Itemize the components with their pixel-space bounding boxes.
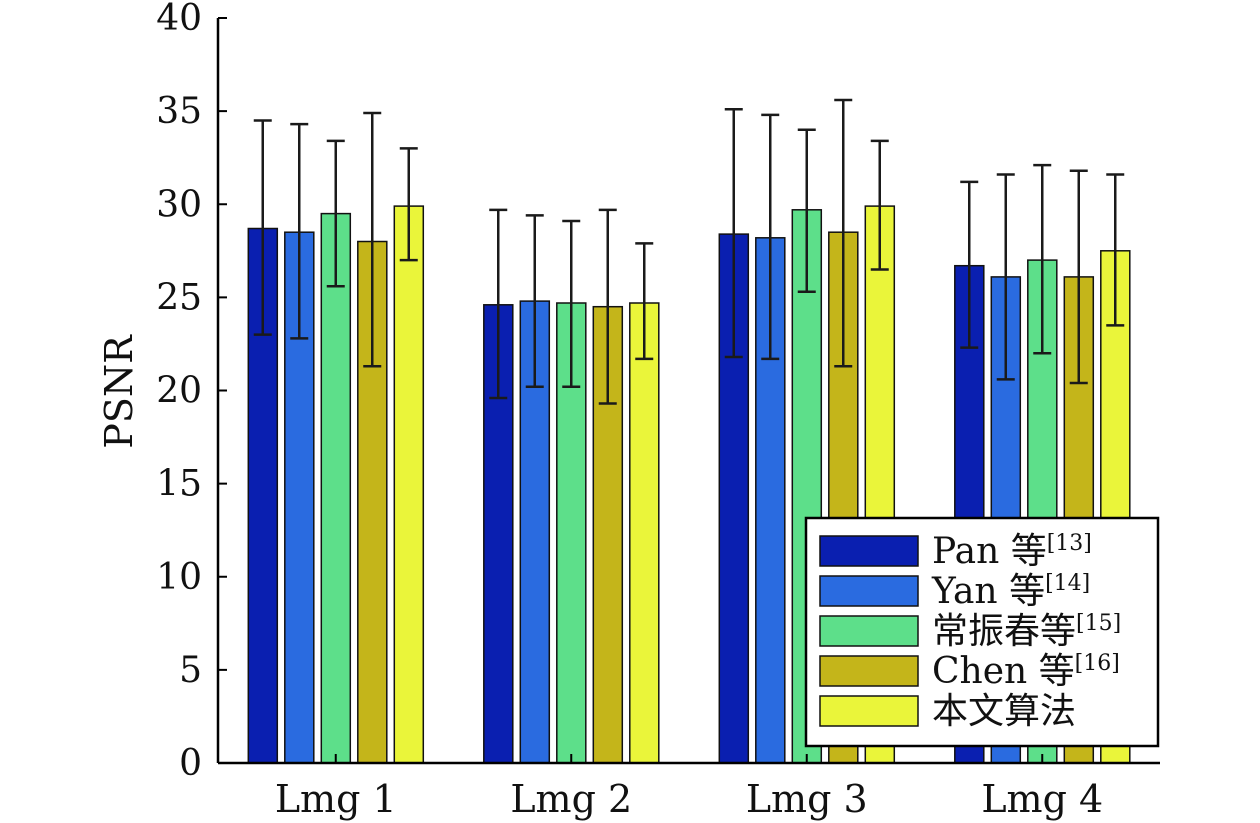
error-bar-s2-c2 <box>525 214 544 389</box>
legend-swatch <box>819 575 919 607</box>
legend-swatch <box>819 535 919 567</box>
x-tick-label: Lmg 4 <box>981 777 1103 821</box>
error-bar-s3-c4 <box>1033 163 1052 355</box>
y-tick-label: 40 <box>156 0 202 39</box>
error-bar-s2-c4 <box>996 173 1015 381</box>
y-tick-label: 0 <box>179 743 202 784</box>
y-tick-label: 20 <box>156 371 202 412</box>
y-axis-label: PSNR <box>97 334 141 449</box>
error-bar-s1-c4 <box>960 180 979 349</box>
legend-item-3: 常振春等[15] <box>819 611 1121 652</box>
legend-swatch <box>819 695 919 727</box>
y-tick-label: 10 <box>156 557 202 598</box>
legend-item-5: 本文算法 <box>819 691 1076 732</box>
axes: 0 5 10 15 20 25 30 35 40 Lmg 1 Lmg 2 Lmg 3 Lmg 4 <box>156 0 1160 821</box>
bar-s5-c1 <box>393 205 425 764</box>
error-bar-s5-c3 <box>870 139 889 271</box>
error-bar-s5-c1 <box>399 147 418 262</box>
x-tick-label: Lmg 1 <box>275 777 397 821</box>
error-bar-s4-c1 <box>363 111 382 368</box>
error-bar-s2-c1 <box>290 122 309 340</box>
error-bar-s3-c1 <box>326 139 345 288</box>
y-tick-label: 15 <box>156 464 202 505</box>
error-bar-s4-c2 <box>598 208 617 405</box>
y-tick-label: 5 <box>179 650 202 691</box>
y-tick-label: 30 <box>156 184 202 225</box>
error-bar-s4-c4 <box>1069 169 1088 385</box>
legend-label: 本文算法 <box>932 691 1076 732</box>
error-bar-s3-c3 <box>797 128 816 294</box>
error-bars-layer <box>253 98 1125 405</box>
error-bar-s1-c2 <box>489 208 508 400</box>
error-bar-s5-c4 <box>1106 173 1125 327</box>
error-bar-s3-c2 <box>562 219 581 389</box>
error-bar-s2-c3 <box>761 113 780 361</box>
x-tick-label: Lmg 2 <box>510 777 632 821</box>
legend-swatch <box>819 655 919 687</box>
legend-swatch <box>819 615 919 647</box>
y-tick-label: 35 <box>156 91 202 132</box>
error-bar-s1-c1 <box>253 119 272 336</box>
y-tick-label: 25 <box>156 277 202 318</box>
bar-s5-c2 <box>629 302 660 764</box>
error-bar-s5-c2 <box>635 242 654 361</box>
x-tick-label: Lmg 3 <box>746 777 868 821</box>
error-bar-s4-c3 <box>834 98 853 368</box>
legend: Pan 等[13]Yan 等[14]常振春等[15]Chen 等[16]本文算法 <box>804 516 1160 748</box>
error-bar-s1-c3 <box>724 108 743 359</box>
bar-s3-c1 <box>320 212 352 764</box>
